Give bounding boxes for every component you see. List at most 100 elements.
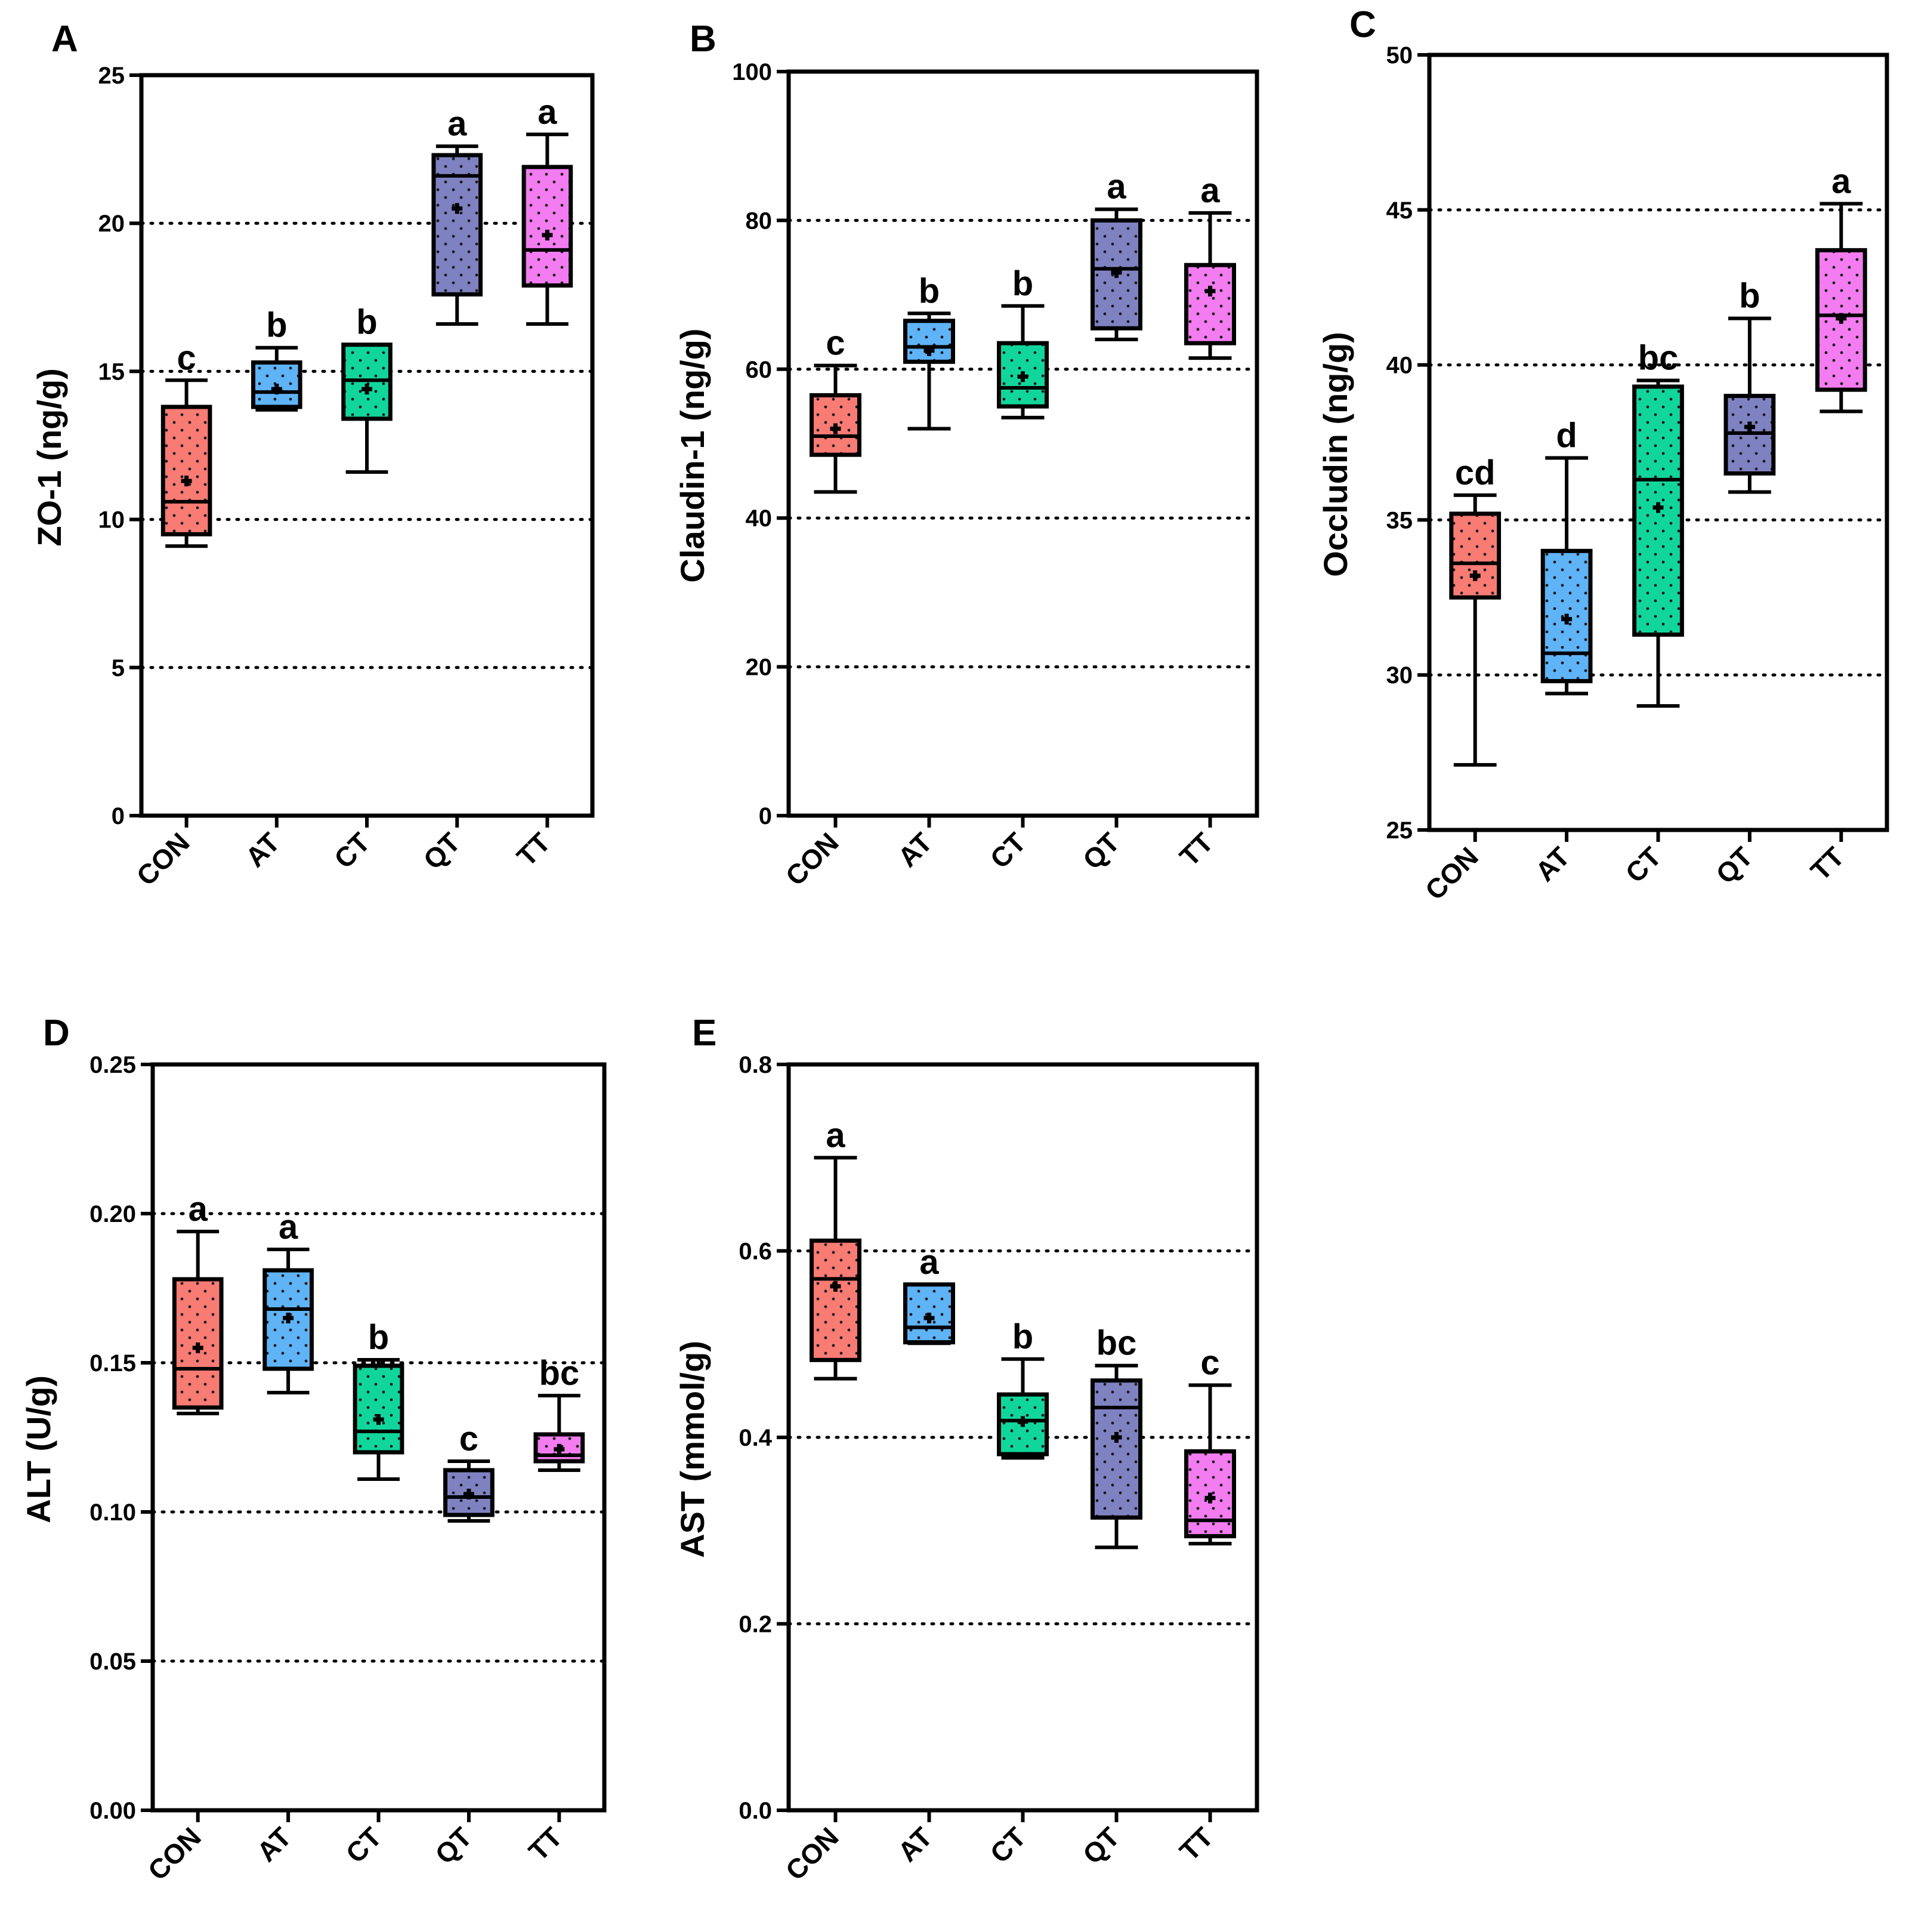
category-label-qt: QT xyxy=(1710,841,1759,890)
category-label-tt: TT xyxy=(1173,826,1219,872)
mean-marker xyxy=(554,1444,565,1455)
panel-d: D 0.00 0.05 0.10 0.15 0.20 0.25 ALT (U/g) CON AT C… xyxy=(20,1013,607,1886)
panel-c: C 25 30 35 40 45 50 Occludin (ng/g) CON AT CT QT TT c… xyxy=(1317,4,1889,906)
box-con: a xyxy=(172,1190,224,1415)
category-label-ct: CT xyxy=(339,1821,387,1869)
box-at: a xyxy=(262,1208,314,1394)
y-tick-label: 45 xyxy=(1386,197,1413,224)
significance-label: bc xyxy=(539,1354,579,1393)
significance-label: b xyxy=(266,306,287,345)
mean-marker xyxy=(1204,285,1216,297)
y-tick-label: 0.6 xyxy=(739,1239,772,1265)
significance-label: b xyxy=(368,1318,389,1357)
category-label-tt: TT xyxy=(1173,1821,1219,1867)
box-body xyxy=(810,1238,861,1362)
y-tick-label: 0.4 xyxy=(739,1425,772,1451)
mean-marker xyxy=(1111,1432,1122,1443)
box-ct: b xyxy=(997,1317,1049,1460)
box-tt: c xyxy=(1184,1344,1236,1546)
panel-b: B 0 20 40 60 80 100 Claudin-1 (ng/g) CON AT CT QT TT… xyxy=(674,18,1259,891)
mean-marker xyxy=(830,423,841,434)
box-ct: b xyxy=(997,264,1049,419)
y-tick-label: 100 xyxy=(732,59,772,85)
significance-label: a xyxy=(1107,168,1126,206)
mean-marker xyxy=(1561,613,1573,625)
y-tick-label: 0.8 xyxy=(739,1052,772,1078)
box-at: b xyxy=(251,306,302,412)
box-at: a xyxy=(903,1243,955,1345)
y-tick-label: 0.20 xyxy=(89,1201,136,1227)
box-ct: bc xyxy=(1632,339,1684,708)
significance-label: a xyxy=(1200,171,1220,210)
box-con: a xyxy=(810,1116,861,1381)
category-label-con: CON xyxy=(1419,841,1484,906)
panel-label: B xyxy=(690,18,716,60)
y-tick-label: 10 xyxy=(98,507,125,533)
y-tick-label: 25 xyxy=(98,63,125,89)
box-con: cd xyxy=(1449,453,1502,767)
y-tick-label: 20 xyxy=(746,655,773,681)
panel-label: D xyxy=(43,1013,70,1054)
significance-label: a xyxy=(919,1243,939,1282)
y-tick-label: 0 xyxy=(112,803,125,829)
y-tick-label: 30 xyxy=(1386,662,1413,689)
mean-marker xyxy=(1652,502,1664,513)
box-qt: bc xyxy=(1091,1324,1142,1550)
category-label-qt: QT xyxy=(1077,1821,1126,1870)
mean-marker xyxy=(271,384,282,395)
significance-label: a xyxy=(189,1190,208,1229)
significance-label: c xyxy=(177,338,196,377)
mean-marker xyxy=(362,384,372,395)
significance-label: d xyxy=(1556,416,1577,455)
mean-marker xyxy=(1017,371,1028,382)
box-body xyxy=(1449,511,1502,600)
panel-e: E 0.0 0.2 0.4 0.6 0.8 AST (mmol/g) CON AT CT QT TT a… xyxy=(674,1013,1259,1886)
box-body xyxy=(1091,1378,1142,1520)
y-tick-label: 0.00 xyxy=(89,1798,136,1824)
significance-label: b xyxy=(1739,277,1760,316)
category-label-qt: QT xyxy=(417,826,466,875)
category-label-qt: QT xyxy=(429,1821,478,1870)
box-body xyxy=(443,1468,495,1517)
y-axis-title: AST (mmol/g) xyxy=(674,1341,711,1558)
box-qt: c xyxy=(443,1419,495,1523)
box-body xyxy=(160,405,212,536)
mean-marker xyxy=(923,1313,935,1323)
y-tick-label: 40 xyxy=(1386,353,1413,379)
category-label-qt: QT xyxy=(1077,826,1126,875)
category-label-con: CON xyxy=(131,826,196,891)
box-ct: b xyxy=(353,1318,404,1481)
mean-marker xyxy=(1017,1416,1028,1427)
category-label-con: CON xyxy=(142,1821,207,1886)
box-at: d xyxy=(1540,416,1593,696)
box-tt: a xyxy=(1815,162,1867,413)
significance-label: b xyxy=(1012,264,1033,303)
significance-label: cd xyxy=(1455,453,1496,492)
significance-label: bc xyxy=(1638,339,1679,378)
significance-label: b xyxy=(919,271,940,310)
panel-label: C xyxy=(1349,4,1376,45)
significance-label: b xyxy=(1012,1317,1033,1356)
mean-marker xyxy=(923,345,935,356)
box-body xyxy=(521,165,573,288)
mean-marker xyxy=(1469,570,1481,581)
y-axis-title: Claudin-1 (ng/g) xyxy=(674,328,711,582)
significance-label: a xyxy=(1831,162,1851,200)
y-tick-label: 0.15 xyxy=(89,1350,136,1377)
y-tick-label: 5 xyxy=(112,655,125,681)
significance-label: a xyxy=(826,1116,845,1155)
box-qt: b xyxy=(1723,277,1776,494)
category-label-at: AT xyxy=(892,1821,938,1868)
box-at: b xyxy=(903,271,955,431)
y-axis-title: ZO-1 (ng/g) xyxy=(30,368,68,547)
box-body xyxy=(353,1363,404,1455)
mean-marker xyxy=(1204,1492,1216,1504)
y-axis-title: ALT (U/g) xyxy=(20,1375,57,1523)
category-label-at: AT xyxy=(251,1821,297,1868)
category-label-ct: CT xyxy=(328,826,376,874)
significance-label: a xyxy=(447,104,467,143)
significance-label: b xyxy=(356,303,377,342)
category-label-ct: CT xyxy=(984,1821,1031,1869)
y-tick-label: 0.10 xyxy=(89,1499,136,1526)
